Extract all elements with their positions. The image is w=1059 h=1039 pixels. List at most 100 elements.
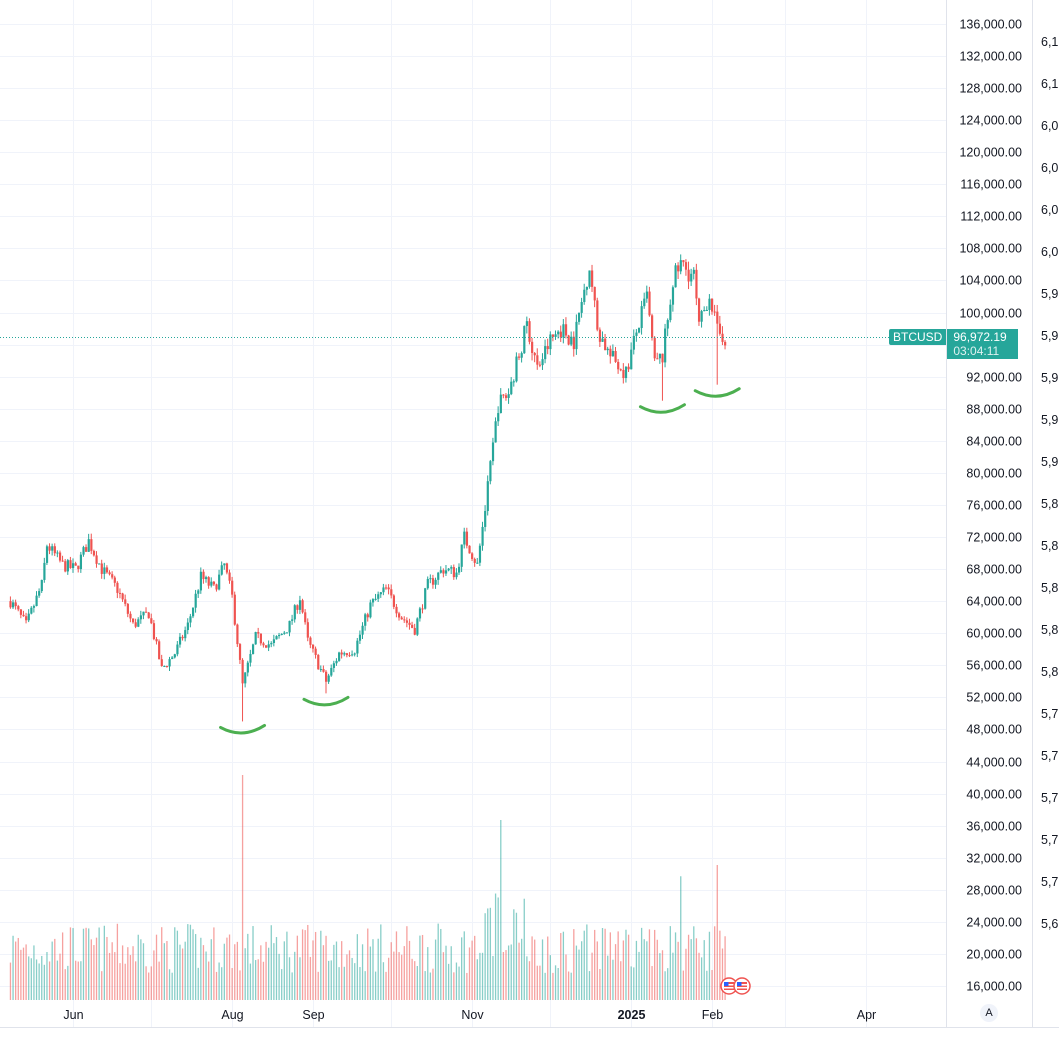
candle-body [512,381,515,383]
candle-body [533,352,536,356]
volume-bar [171,972,173,1000]
secondary-tick-label: 5,8 [1041,665,1058,679]
volume-bar [617,931,619,1000]
candle-body [497,413,500,422]
candle-body [306,622,309,638]
volume-bar [614,944,617,1000]
volume-bar [714,926,716,1000]
candle-body [392,595,396,607]
volume-bar [343,966,345,1000]
candle-body [152,623,156,640]
candle-body [98,563,101,565]
candle-body [105,567,109,573]
volume-bar [560,933,562,1000]
candle-body [291,619,294,621]
candle-body [103,567,106,574]
secondary-tick-label: 6,0 [1041,245,1058,259]
candle-body [687,269,690,282]
candle-body [17,606,20,610]
candle-body [541,359,544,366]
candle-body [79,554,83,570]
volume-bar [278,953,280,1000]
volume-bar [168,969,171,1000]
volume-bar [33,945,35,1000]
volume-bar [137,934,139,1000]
candle-body [491,442,495,462]
volume-bar [719,930,721,1000]
candle-body [129,613,132,619]
candle-body [523,326,526,354]
candle-body [58,552,62,561]
candle-body [322,669,325,672]
candle-body [473,558,476,563]
candle-body [218,574,221,590]
candle-body [184,630,187,639]
volume-bar [414,961,416,1000]
candle-body [619,369,622,371]
candle-body [692,269,695,274]
candle-body [142,611,145,616]
secondary-tick-label: 6,0 [1041,203,1058,217]
price-tick-label: 128,000.00 [959,82,1022,96]
volume-bar [518,942,520,1000]
price-tick-label: 72,000.00 [966,531,1022,545]
candle-body [554,334,557,337]
volume-bar [106,936,108,1000]
volume-bar [471,940,473,1000]
volume-bar [119,963,121,1000]
candle-body [231,580,234,595]
candle-body [43,562,46,580]
price-tick-label: 52,000.00 [966,691,1022,705]
candle-body [173,654,176,658]
volume-bar [346,954,348,1000]
volume-bar [200,937,202,1000]
candle-body [304,612,307,623]
candle-body [413,627,416,635]
volume-bar [184,941,186,1000]
candle-body [658,353,662,359]
candle-body [575,321,578,350]
candle-body [528,321,531,342]
us-flag-event-icon[interactable] [733,977,751,995]
volume-bar [393,951,395,1000]
candle-body [223,563,226,566]
candle-body [210,581,213,586]
candle-body [30,607,33,614]
candle-body [632,335,635,350]
volume-bar [421,934,424,1000]
volume-bar [228,934,231,1000]
candle-body [158,641,161,660]
candle-body [40,579,43,592]
volume-bar [176,930,179,1000]
volume-bar [354,963,356,1000]
candle-body [549,334,552,350]
candle-body [439,570,442,573]
volume-bar [322,945,325,1000]
volume-bar [17,937,19,1000]
volume-bar [218,962,220,1000]
us-flag-event-icon[interactable] [720,977,738,995]
candle-body [622,369,625,379]
price-tick-label: 60,000.00 [966,627,1022,641]
volume-bar [320,930,322,1000]
volume-bar [594,929,596,1000]
volume-bar [403,946,405,1000]
candle-body [458,566,461,573]
candle-body [246,662,249,673]
time-axis[interactable]: Jun Aug Sep Nov 2025 Feb Apr [63,1008,876,1022]
price-axis[interactable]: 16,000.00 20,000.00 24,000.00 28,000.00 32,0… [959,18,1022,994]
candle-body [606,348,609,351]
auto-scale-button[interactable]: A [980,1004,998,1022]
volume-bar [492,956,494,1000]
price-tick-label: 124,000.00 [959,114,1022,128]
secondary-price-axis[interactable]: 6,1 6,1 6,0 6,0 6,0 6,0 5,9 5,9 5,9 5,9 5,9 5,8 5,8 5… [1041,35,1058,931]
economic-event-icons[interactable] [720,977,751,995]
candle-body [486,481,489,512]
volume-bar [531,936,533,1000]
volume-bar [565,954,567,1000]
volume-bar [685,948,687,1000]
volume-bar [661,950,664,1000]
candle-body [377,594,380,599]
candle-body [189,616,192,623]
